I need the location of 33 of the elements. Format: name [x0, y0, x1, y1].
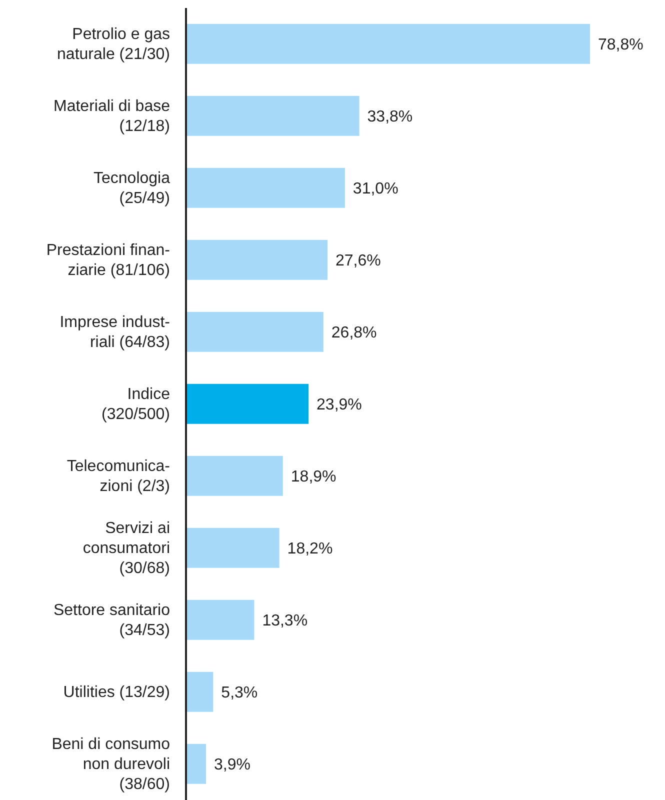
- data-label: 13,3%: [262, 612, 308, 630]
- y-tick-label: Settore sanitario (34/53): [53, 602, 170, 638]
- bar: [186, 744, 206, 784]
- bar: [186, 168, 345, 208]
- data-label: 18,2%: [287, 540, 333, 558]
- y-tick-label: Imprese indust- riali (64/83): [60, 314, 170, 350]
- bar: [186, 240, 328, 280]
- y-tick-label: Servizi ai consumatori (30/68): [82, 520, 170, 576]
- data-label: 26,8%: [331, 324, 377, 342]
- y-tick-label: Tecnologia (25/49): [94, 170, 170, 206]
- bar: [186, 24, 590, 64]
- y-tick-label: Prestazioni finan- ziarie (81/106): [46, 242, 170, 278]
- y-tick-label: Indice (320/500): [102, 386, 170, 422]
- y-tick-label: Telecomunica- zioni (2/3): [66, 458, 170, 494]
- y-tick-label: Beni di consumo non durevoli (38/60): [52, 736, 170, 792]
- bar: [186, 312, 324, 352]
- bar: [186, 600, 254, 640]
- data-label: 5,3%: [221, 684, 258, 702]
- bar: [186, 384, 309, 424]
- bar: [186, 96, 360, 136]
- bar: [186, 672, 214, 712]
- y-tick-label: Petrolio e gas naturale (21/30): [57, 26, 170, 62]
- data-label: 27,6%: [336, 252, 381, 270]
- bar: [186, 528, 280, 568]
- data-label: 23,9%: [316, 396, 362, 414]
- data-label: 31,0%: [352, 180, 398, 198]
- data-label: 33,8%: [367, 108, 413, 126]
- data-label: 78,8%: [598, 36, 644, 54]
- data-label: 18,9%: [290, 468, 336, 486]
- y-tick-label: Utilities (13/29): [63, 684, 170, 700]
- bar: [186, 456, 283, 496]
- y-tick-label: Materiali di base (12/18): [54, 98, 170, 134]
- data-label: 3,9%: [214, 756, 250, 774]
